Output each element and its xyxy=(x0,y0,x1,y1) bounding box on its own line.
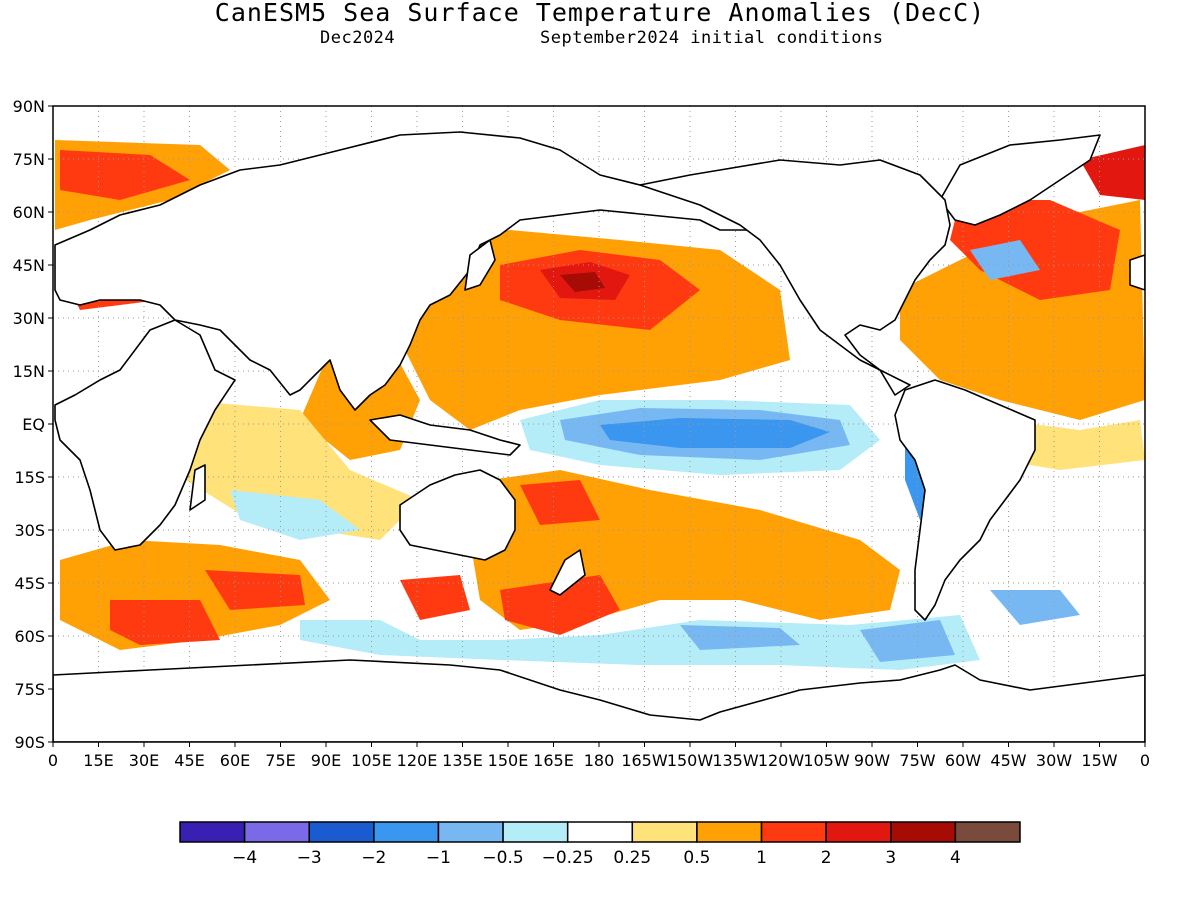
lat-tick-label: 45S xyxy=(14,574,45,593)
valid-month-label: Dec2024 xyxy=(320,28,396,48)
lat-tick-label: 15S xyxy=(14,468,45,487)
lat-tick-label: EQ xyxy=(22,415,45,434)
legend-tick-label: −4 xyxy=(232,848,257,868)
continent-outlines xyxy=(53,131,1145,742)
lon-tick-label: 180 xyxy=(584,751,615,770)
lon-tick-label: 30W xyxy=(1036,751,1072,770)
legend-tick-label: 4 xyxy=(950,848,961,868)
legend-tick-label: 3 xyxy=(885,848,896,868)
legend-tick-label: −0.5 xyxy=(482,848,523,868)
lon-tick-label: 150E xyxy=(488,751,529,770)
legend-tick-label: −3 xyxy=(297,848,322,868)
lon-tick-label: 75E xyxy=(265,751,295,770)
lon-tick-label: 60W xyxy=(945,751,981,770)
init-conditions-label: September2024 initial conditions xyxy=(540,28,884,48)
lat-tick-label: 30S xyxy=(14,521,45,540)
lat-tick-label: 30N xyxy=(13,309,45,328)
japan-landmass xyxy=(464,239,496,291)
uk-landmass xyxy=(1129,254,1145,291)
legend-swatch xyxy=(760,821,827,843)
lon-tick-label: 0 xyxy=(1140,751,1150,770)
legend-swatch xyxy=(696,821,763,843)
color-legend: −4 −3 −2 −1 −0.5 −0.25 0.25 0.5 1 2 3 4 xyxy=(179,821,1021,868)
legend-tick-label: −0.25 xyxy=(542,848,594,868)
lon-tick-label: 90E xyxy=(311,751,341,770)
lat-tick-label: 90S xyxy=(14,733,45,752)
lon-tick-label: 45W xyxy=(990,751,1026,770)
map-title: CanESM5 Sea Surface Temperature Anomalie… xyxy=(214,0,986,27)
lat-tick-label: 75N xyxy=(13,150,45,169)
legend-swatch xyxy=(437,821,504,843)
australia-landmass xyxy=(399,469,516,561)
lon-tick-label: 30E xyxy=(129,751,159,770)
lon-tick-label: 135E xyxy=(442,751,483,770)
north-america-landmass xyxy=(639,159,951,396)
lon-tick-label: 150W xyxy=(667,751,714,770)
indonesia-islands xyxy=(369,414,521,456)
longitude-axis: 0 15E 30E 45E 60E 75E 90E 105E 120E 135E 150E 165E 1… xyxy=(48,742,1150,770)
lon-tick-label: 90W xyxy=(854,751,890,770)
lon-tick-label: 0 xyxy=(48,751,58,770)
lon-tick-label: 105W xyxy=(803,751,850,770)
lon-tick-label: 120W xyxy=(758,751,805,770)
legend-tick-label: −1 xyxy=(426,848,451,868)
lat-tick-label: 75S xyxy=(14,680,45,699)
legend-swatch xyxy=(243,821,310,843)
cool-anomaly-layer xyxy=(230,240,1080,670)
lat-tick-label: 60N xyxy=(13,203,45,222)
lon-tick-label: 15E xyxy=(83,751,113,770)
legend-tick-label: 0.25 xyxy=(613,848,651,868)
legend-swatch xyxy=(502,821,569,843)
lon-tick-label: 45E xyxy=(174,751,204,770)
lon-tick-label: 75W xyxy=(899,751,935,770)
lon-tick-label: 60E xyxy=(220,751,250,770)
new-zealand-landmass xyxy=(549,549,586,596)
legend-swatch xyxy=(890,821,957,843)
legend-swatch xyxy=(954,821,1021,843)
lat-tick-label: 60S xyxy=(14,627,45,646)
legend-tick-label: 0.5 xyxy=(683,848,710,868)
legend-tick-label: 1 xyxy=(756,848,767,868)
lon-tick-label: 120E xyxy=(397,751,438,770)
legend-swatch xyxy=(308,821,375,843)
antarctica-landmass xyxy=(53,659,1145,742)
lon-tick-label: 165W xyxy=(621,751,668,770)
lat-tick-label: 90N xyxy=(13,97,45,116)
legend-tick-label: −2 xyxy=(361,848,386,868)
legend-swatch xyxy=(825,821,892,843)
greenland-landmass xyxy=(939,134,1101,226)
latitude-axis: 90N 75N 60N 45N 30N 15N EQ 15S 30S 45S 60S 75S 90S xyxy=(13,97,53,752)
legend-swatch xyxy=(179,821,246,843)
legend-tick-label: 2 xyxy=(821,848,832,868)
africa-landmass xyxy=(54,319,236,551)
legend-swatch xyxy=(631,821,698,843)
lon-tick-label: 15W xyxy=(1081,751,1117,770)
lon-tick-label: 165E xyxy=(533,751,574,770)
lat-tick-label: 15N xyxy=(13,362,45,381)
south-america-landmass xyxy=(894,379,1036,621)
lon-tick-label: 105E xyxy=(351,751,392,770)
legend-swatch xyxy=(566,821,634,843)
lon-tick-label: 135W xyxy=(712,751,759,770)
lat-tick-label: 45N xyxy=(13,256,45,275)
madagascar-landmass xyxy=(189,464,206,511)
legend-swatch xyxy=(373,821,440,843)
